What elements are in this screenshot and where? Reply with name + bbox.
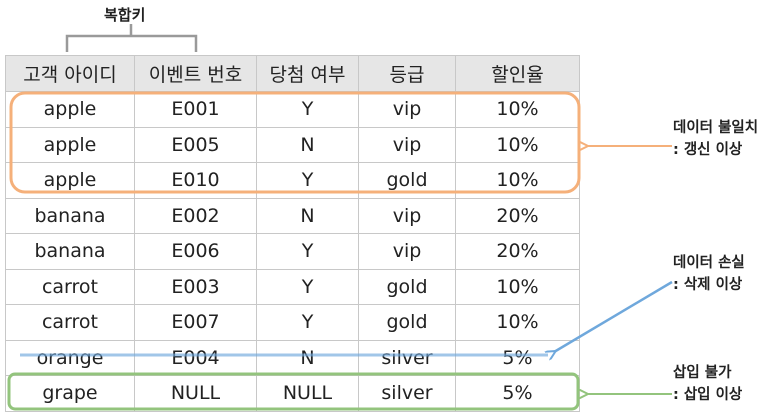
table-row: banana E002 N vip 20% xyxy=(5,197,580,234)
cell-customer-id: apple xyxy=(5,91,135,128)
delete-anomaly-label: 데이터 손실 : 삭제 이상 xyxy=(673,252,745,296)
table-row: grape NULL NULL silver 5% xyxy=(5,375,580,412)
insert-anomaly-line1: 삽입 불가 xyxy=(673,365,732,381)
cell-won: NULL xyxy=(256,375,359,412)
cell-event-number: E001 xyxy=(134,91,257,128)
cell-won: N xyxy=(256,126,359,163)
cell-customer-id: carrot xyxy=(5,268,135,305)
update-anomaly-line1: 데이터 불일치 xyxy=(673,120,759,136)
header-event-number: 이벤트 번호 xyxy=(134,55,257,92)
table-row: orange E004 N silver 5% xyxy=(5,339,580,376)
table-row: banana E006 Y vip 20% xyxy=(5,233,580,270)
cell-discount: 10% xyxy=(455,91,580,128)
cell-grade: vip xyxy=(358,233,456,270)
cell-customer-id: banana xyxy=(5,197,135,234)
header-customer-id: 고객 아이디 xyxy=(5,55,135,92)
cell-customer-id: orange xyxy=(5,339,135,376)
update-anomaly-label: 데이터 불일치 : 갱신 이상 xyxy=(673,117,758,161)
header-grade: 등급 xyxy=(358,55,456,92)
cell-event-number: E010 xyxy=(134,162,257,199)
cell-event-number: E004 xyxy=(134,339,257,376)
data-table: 고객 아이디 이벤트 번호 당첨 여부 등급 할인율 apple E001 Y … xyxy=(5,55,580,412)
cell-grade: silver xyxy=(358,339,456,376)
cell-event-number: E006 xyxy=(134,233,257,270)
cell-discount: 20% xyxy=(455,197,580,234)
cell-grade: vip xyxy=(358,126,456,163)
cell-discount: 5% xyxy=(455,339,580,376)
table-row: apple E005 N vip 10% xyxy=(5,126,580,163)
table-row: carrot E003 Y gold 10% xyxy=(5,268,580,305)
cell-customer-id: apple xyxy=(5,126,135,163)
cell-discount: 10% xyxy=(455,268,580,305)
cell-won: Y xyxy=(256,304,359,341)
table-row: carrot E007 Y gold 10% xyxy=(5,304,580,341)
cell-event-number: E005 xyxy=(134,126,257,163)
cell-won: N xyxy=(256,339,359,376)
cell-discount: 20% xyxy=(455,233,580,270)
cell-grade: gold xyxy=(358,162,456,199)
cell-discount: 10% xyxy=(455,162,580,199)
cell-event-number: E003 xyxy=(134,268,257,305)
cell-event-number: E007 xyxy=(134,304,257,341)
cell-grade: gold xyxy=(358,304,456,341)
cell-customer-id: grape xyxy=(5,375,135,412)
table-header-row: 고객 아이디 이벤트 번호 당첨 여부 등급 할인율 xyxy=(5,55,580,92)
cell-won: Y xyxy=(256,233,359,270)
cell-customer-id: banana xyxy=(5,233,135,270)
cell-customer-id: carrot xyxy=(5,304,135,341)
cell-won: Y xyxy=(256,162,359,199)
cell-discount: 5% xyxy=(455,375,580,412)
composite-key-bracket xyxy=(65,24,198,52)
cell-discount: 10% xyxy=(455,126,580,163)
header-won: 당첨 여부 xyxy=(256,55,359,92)
cell-won: Y xyxy=(256,268,359,305)
delete-anomaly-line1: 데이터 손실 xyxy=(673,255,745,271)
update-anomaly-line2: : 갱신 이상 xyxy=(673,142,743,158)
cell-event-number: E002 xyxy=(134,197,257,234)
cell-grade: gold xyxy=(358,268,456,305)
delete-anomaly-line2: : 삭제 이상 xyxy=(673,277,743,293)
table-row: apple E001 Y vip 10% xyxy=(5,91,580,128)
cell-customer-id: apple xyxy=(5,162,135,199)
table-row: apple E010 Y gold 10% xyxy=(5,162,580,199)
cell-grade: vip xyxy=(358,91,456,128)
cell-won: Y xyxy=(256,91,359,128)
cell-discount: 10% xyxy=(455,304,580,341)
cell-event-number: NULL xyxy=(134,375,257,412)
composite-key-label: 복합키 xyxy=(104,6,146,24)
cell-grade: silver xyxy=(358,375,456,412)
insert-anomaly-label: 삽입 불가 : 삽입 이상 xyxy=(673,362,742,406)
cell-grade: vip xyxy=(358,197,456,234)
insert-anomaly-line2: : 삽입 이상 xyxy=(673,387,743,403)
cell-won: N xyxy=(256,197,359,234)
header-discount: 할인율 xyxy=(455,55,580,92)
